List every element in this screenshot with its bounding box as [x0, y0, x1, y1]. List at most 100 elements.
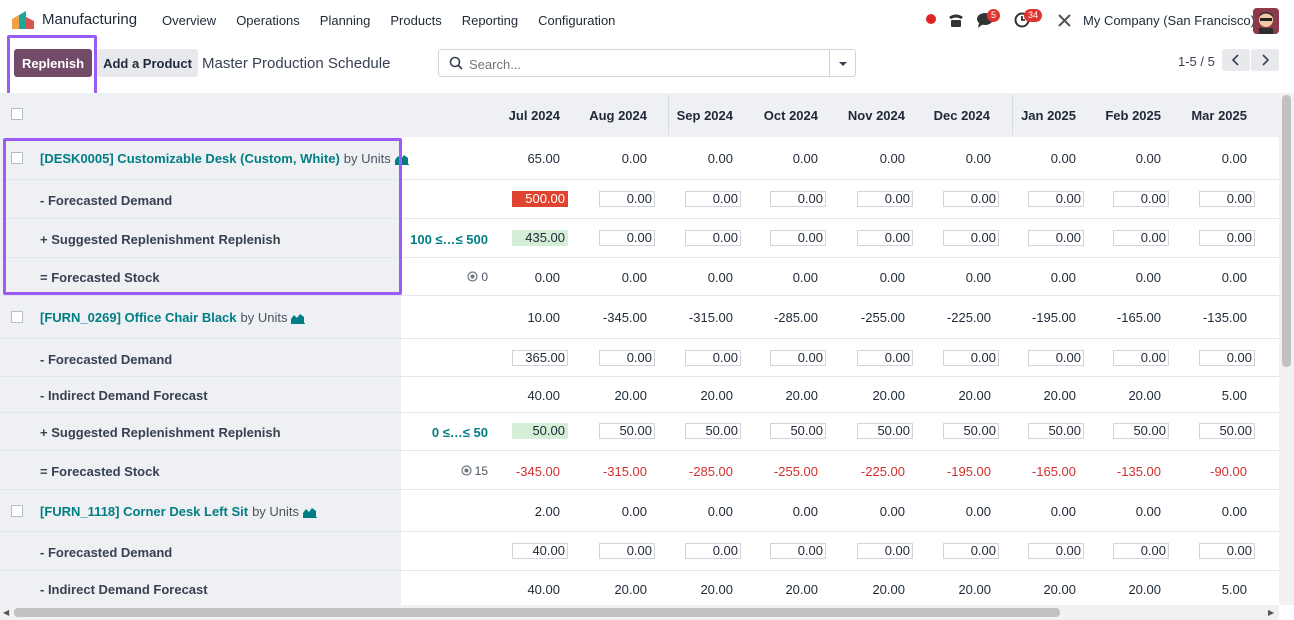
quantity-input[interactable]: 0.00 — [1028, 191, 1084, 207]
vertical-scroll-thumb[interactable] — [1282, 95, 1291, 367]
user-avatar[interactable] — [1253, 8, 1279, 34]
quantity-input[interactable]: 500.00 — [512, 191, 568, 207]
quantity-input[interactable]: 50.00 — [943, 423, 999, 439]
area-chart-icon[interactable] — [303, 506, 318, 518]
quantity-input[interactable]: 0.00 — [1113, 543, 1169, 559]
area-chart-icon[interactable] — [291, 312, 306, 324]
product-name[interactable]: [FURN_1118] Corner Desk Left Sit — [40, 504, 249, 519]
quantity-input[interactable]: 365.00 — [512, 350, 568, 366]
value-cell: 20.00 — [872, 388, 905, 403]
safety-stock[interactable]: 0 — [398, 270, 488, 284]
column-header: Feb 2025 — [1105, 108, 1161, 123]
quantity-input[interactable]: 0.00 — [770, 230, 826, 246]
quantity-input[interactable]: 0.00 — [599, 230, 655, 246]
row-replenish-button[interactable]: Replenish — [218, 425, 281, 440]
scroll-right-arrow-icon[interactable]: ▶ — [1268, 608, 1275, 617]
vertical-scrollbar[interactable] — [1279, 93, 1294, 605]
product-units: by Units — [240, 310, 288, 325]
horizontal-scrollbar[interactable]: ◀ ▶ — [0, 605, 1279, 620]
pager-value[interactable]: 1-5 / 5 — [1178, 54, 1215, 69]
quantity-input[interactable]: 0.00 — [1113, 191, 1169, 207]
row-divider — [401, 376, 1279, 377]
company-switcher[interactable]: My Company (San Francisco) — [1083, 13, 1255, 28]
quantity-input[interactable]: 0.00 — [1028, 543, 1084, 559]
quantity-input[interactable]: 0.00 — [943, 230, 999, 246]
value-cell: 0.00 — [1135, 151, 1161, 166]
quantity-input[interactable]: 0.00 — [685, 230, 741, 246]
horizontal-scroll-thumb[interactable] — [14, 608, 1060, 617]
manufacturing-app-icon[interactable] — [12, 11, 34, 29]
quantity-input[interactable]: 0.00 — [943, 350, 999, 366]
product-checkbox[interactable] — [11, 152, 23, 164]
value-cell: 10.00 — [527, 310, 560, 325]
menu-overview[interactable]: Overview — [162, 13, 217, 28]
quantity-input[interactable]: 0.00 — [1199, 350, 1255, 366]
quantity-input[interactable]: 0.00 — [1113, 230, 1169, 246]
replenishment-range-link[interactable]: 100 ≤…≤ 500 — [410, 232, 488, 247]
quantity-input[interactable]: 435.00 — [512, 230, 568, 246]
quantity-input[interactable]: 50.00 — [1028, 423, 1084, 439]
tools-icon[interactable] — [1057, 13, 1072, 28]
column-header: Jan 2025 — [1021, 108, 1076, 123]
quantity-input[interactable]: 0.00 — [1199, 230, 1255, 246]
replenishment-range-link[interactable]: 0 ≤…≤ 50 — [431, 425, 488, 440]
quantity-input[interactable]: 50.00 — [1113, 423, 1169, 439]
quantity-input[interactable]: 0.00 — [770, 350, 826, 366]
area-chart-icon[interactable] — [394, 153, 409, 165]
quantity-input[interactable]: 50.00 — [599, 423, 655, 439]
product-name-link[interactable]: [DESK0005] Customizable Desk (Custom, Wh… — [40, 151, 409, 166]
menu-reporting[interactable]: Reporting — [461, 13, 519, 28]
row-divider — [0, 489, 401, 490]
quantity-input[interactable]: 0.00 — [599, 543, 655, 559]
quantity-input[interactable]: 0.00 — [1028, 350, 1084, 366]
quantity-input[interactable]: 0.00 — [685, 543, 741, 559]
quantity-input[interactable]: 0.00 — [943, 543, 999, 559]
quantity-input[interactable]: 50.00 — [770, 423, 826, 439]
select-all-checkbox[interactable] — [11, 108, 23, 120]
pager-next-button[interactable] — [1251, 49, 1279, 71]
menu-configuration[interactable]: Configuration — [538, 13, 616, 28]
quantity-input[interactable]: 0.00 — [943, 191, 999, 207]
quantity-input[interactable]: 0.00 — [857, 350, 913, 366]
product-checkbox[interactable] — [11, 311, 23, 323]
quantity-input[interactable]: 0.00 — [1199, 191, 1255, 207]
product-checkbox[interactable] — [11, 505, 23, 517]
replenish-button[interactable]: Replenish — [14, 49, 92, 77]
quantity-input[interactable]: 0.00 — [1028, 230, 1084, 246]
menu-planning[interactable]: Planning — [319, 13, 371, 28]
value-cell: -255.00 — [860, 310, 905, 325]
quantity-input[interactable]: 0.00 — [599, 191, 655, 207]
quantity-input[interactable]: 0.00 — [857, 230, 913, 246]
quantity-input[interactable]: 40.00 — [512, 543, 568, 559]
forecasted-stock-label: = Forecasted Stock — [40, 270, 160, 285]
quantity-input[interactable]: 0.00 — [770, 191, 826, 207]
product-name[interactable]: [FURN_0269] Office Chair Black — [40, 310, 237, 325]
quantity-input[interactable]: 0.00 — [857, 543, 913, 559]
quantity-input[interactable]: 0.00 — [599, 350, 655, 366]
app-name[interactable]: Manufacturing — [42, 11, 138, 28]
quantity-input[interactable]: 50.00 — [685, 423, 741, 439]
menu-products[interactable]: Products — [390, 13, 442, 28]
quantity-input[interactable]: 0.00 — [857, 191, 913, 207]
product-name-link[interactable]: [FURN_1118] Corner Desk Left Sit by Units — [40, 504, 318, 519]
menu-operations[interactable]: Operations — [236, 13, 300, 28]
recording-status-icon[interactable] — [926, 14, 936, 24]
quantity-input[interactable]: 50.00 — [857, 423, 913, 439]
quantity-input[interactable]: 0.00 — [1113, 350, 1169, 366]
quantity-input[interactable]: 50.00 — [1199, 423, 1255, 439]
quantity-input[interactable]: 50.00 — [512, 423, 568, 439]
pager-previous-button[interactable] — [1222, 49, 1250, 71]
quantity-input[interactable]: 0.00 — [770, 543, 826, 559]
scroll-left-arrow-icon[interactable]: ◀ — [3, 608, 10, 617]
quantity-input[interactable]: 0.00 — [685, 350, 741, 366]
search-input[interactable] — [469, 55, 819, 73]
quantity-input[interactable]: 0.00 — [1199, 543, 1255, 559]
add-product-button[interactable]: Add a Product — [97, 49, 198, 77]
row-replenish-button[interactable]: Replenish — [218, 232, 281, 247]
phone-icon[interactable] — [947, 12, 965, 28]
product-name[interactable]: [DESK0005] Customizable Desk (Custom, Wh… — [40, 151, 340, 166]
product-name-link[interactable]: [FURN_0269] Office Chair Black by Units — [40, 310, 306, 325]
safety-stock[interactable]: 15 — [398, 464, 488, 478]
search-options-toggle[interactable] — [829, 49, 856, 77]
quantity-input[interactable]: 0.00 — [685, 191, 741, 207]
